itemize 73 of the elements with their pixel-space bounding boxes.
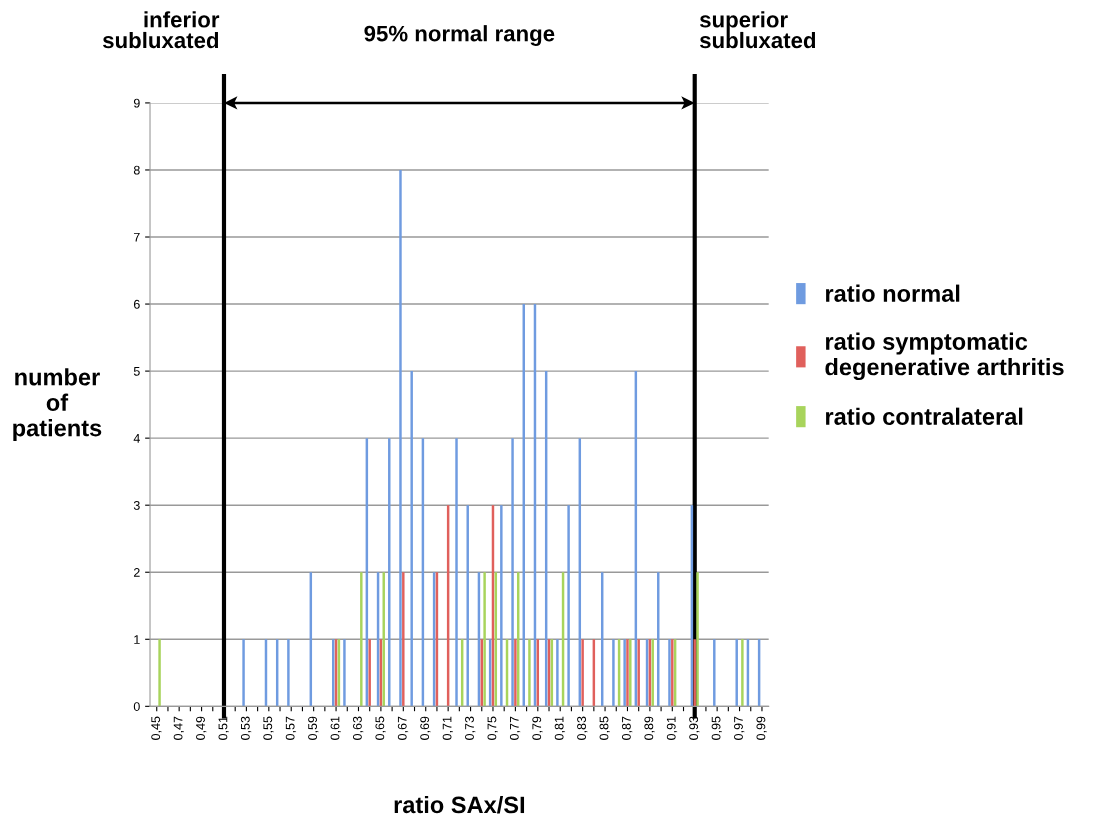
x-tick-label: 0,45: [151, 716, 162, 740]
bar: [242, 639, 245, 707]
x-tick-label: 0,57: [285, 716, 297, 740]
bar: [360, 572, 363, 707]
bar: [528, 639, 531, 707]
x-tick-label: 0,77: [509, 716, 521, 740]
bar: [693, 639, 696, 707]
x-tick-label: 0,87: [621, 716, 633, 740]
y-tick-label: 3: [133, 500, 140, 510]
bar: [343, 639, 346, 707]
bar: [581, 639, 584, 707]
text: 95% normal range: [364, 25, 555, 46]
bar: [388, 438, 391, 707]
y-tick-label: 9: [133, 98, 140, 108]
x-tick-label: 0,99: [756, 716, 767, 740]
x-tick-label: 0,73: [465, 716, 476, 740]
x-tick-label: 0,67: [397, 716, 409, 740]
x-tick-label: 0,79: [532, 716, 543, 740]
bar: [500, 505, 503, 707]
x-tick-label: 0,49: [196, 716, 207, 740]
bar: [368, 639, 371, 707]
x-tick-label: 0,55: [263, 716, 274, 740]
bar: [287, 639, 290, 707]
x-tick-label: 0,91: [666, 716, 678, 740]
x-tick-label: 0,63: [352, 716, 364, 740]
x-tick-label: 0,53: [240, 716, 252, 740]
ref-line-label: inferior subluxated: [102, 11, 220, 49]
bar: [713, 639, 716, 707]
x-tick-label: 0,85: [599, 716, 610, 740]
x-tick-label: 0,93: [689, 716, 700, 740]
y-tick-label: 7: [133, 232, 140, 242]
x-tick-label: 0,59: [308, 716, 319, 740]
bar: [556, 639, 559, 707]
x-tick-label: 0,95: [711, 716, 722, 740]
x-tick-label: 0,71: [442, 716, 453, 740]
y-tick-label: 4: [133, 434, 140, 443]
y-tick-label: 6: [133, 299, 140, 309]
x-tick-label: 0,83: [577, 716, 588, 740]
bar: [399, 169, 402, 707]
bar: [696, 572, 699, 707]
x-tick-label: 0,75: [487, 716, 498, 740]
bar: [612, 639, 615, 707]
x-tick-label: 0,65: [375, 716, 386, 740]
bar: [511, 438, 514, 707]
y-tick-label: 1: [134, 635, 140, 644]
bar: [402, 572, 405, 707]
bar: [466, 505, 469, 707]
bar: [514, 639, 517, 707]
bar: [637, 639, 640, 707]
bar: [567, 505, 570, 707]
bar: [735, 639, 738, 707]
legend-label: ratio symptomatic degenerative arthritis: [825, 332, 1064, 381]
x-axis-title: ratio SAx/SI: [394, 795, 525, 814]
y-tick-label: 5: [133, 367, 140, 376]
y-tick-label: 0: [133, 702, 140, 711]
y-axis-title: number of patients: [13, 368, 102, 442]
bar: [455, 438, 458, 707]
x-tick-label: 0,69: [420, 716, 431, 740]
bar: [410, 371, 413, 707]
x-tick-label: 0,81: [554, 716, 566, 740]
legend-label: ratio normal: [826, 284, 960, 302]
x-tick-label: 0,47: [173, 716, 184, 740]
x-tick-label: 0,51: [218, 716, 229, 740]
bar: [483, 572, 486, 707]
x-tick-label: 0,97: [734, 716, 745, 740]
legend-label: ratio contralateral: [826, 407, 1023, 425]
x-tick-label: 0,89: [644, 716, 655, 740]
x-tick-label: 0,61: [330, 716, 341, 740]
y-tick-label: 8: [133, 165, 140, 175]
y-tick-label: 2: [133, 568, 140, 577]
bar: [158, 639, 161, 707]
ref-line-label: superior subluxated: [699, 11, 816, 49]
bar: [741, 639, 744, 707]
